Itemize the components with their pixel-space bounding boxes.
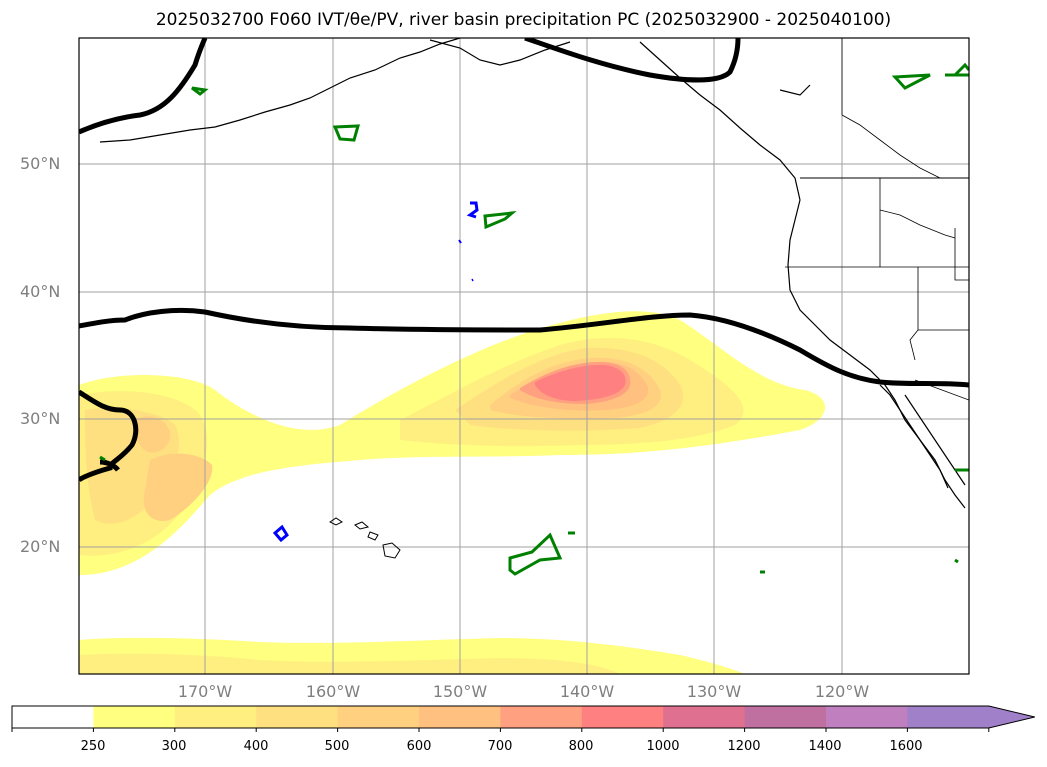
- colorbar-segment: [337, 706, 420, 728]
- lat-label-40: 40°N: [20, 282, 61, 301]
- black-contours: [79, 38, 969, 483]
- colorbar-tick-400: 400: [243, 739, 269, 754]
- lon-label-140w: 140°W: [559, 682, 615, 701]
- coastlines: [99, 38, 969, 559]
- green-contours: [99, 62, 969, 576]
- colorbar-segment: [500, 706, 583, 728]
- colorbar-tick-1200: 1200: [727, 739, 761, 754]
- lon-label-170w: 170°W: [177, 682, 233, 701]
- colorbar-tick-600: 600: [406, 739, 432, 754]
- colorbar: [11, 705, 1035, 732]
- colorbar-tick-1400: 1400: [808, 739, 842, 754]
- lon-label-130w: 130°W: [686, 682, 742, 701]
- colorbar-segment: [907, 706, 990, 728]
- colorbar-tick-250: 250: [80, 739, 106, 754]
- colorbar-extend-arrow: [988, 706, 1035, 728]
- chart-title: 2025032700 F060 IVT/θe/PV, river basin p…: [155, 10, 892, 30]
- lat-label-30: 30°N: [20, 409, 61, 428]
- colorbar-tick-1600: 1600: [889, 739, 923, 754]
- colorbar-outline: [11, 705, 1035, 729]
- graticule: [79, 38, 969, 674]
- lon-label-160w: 160°W: [305, 682, 361, 701]
- colorbar-segment: [12, 706, 94, 728]
- blue-contours: [272, 201, 479, 543]
- lon-label-120w: 120°W: [814, 682, 870, 701]
- colorbar-segment: [663, 706, 746, 728]
- lon-label-150w: 150°W: [432, 682, 488, 701]
- colorbar-tick-800: 800: [568, 739, 594, 754]
- colorbar-segment: [174, 706, 257, 728]
- colorbar-tick-500: 500: [324, 739, 350, 754]
- colorbar-segment: [744, 706, 827, 728]
- colorbar-segment: [256, 706, 339, 728]
- colorbar-tick-300: 300: [161, 739, 187, 754]
- colorbar-segment: [581, 706, 664, 728]
- colorbar-tick-700: 700: [487, 739, 513, 754]
- colorbar-segment: [93, 706, 176, 728]
- lat-label-20: 20°N: [20, 537, 61, 556]
- ivt-shading: [79, 311, 826, 674]
- colorbar-segment: [826, 706, 908, 728]
- colorbar-segment: [419, 706, 501, 728]
- lat-label-50: 50°N: [20, 154, 61, 173]
- map-frame: [78, 37, 970, 675]
- colorbar-tick-1000: 1000: [646, 739, 680, 754]
